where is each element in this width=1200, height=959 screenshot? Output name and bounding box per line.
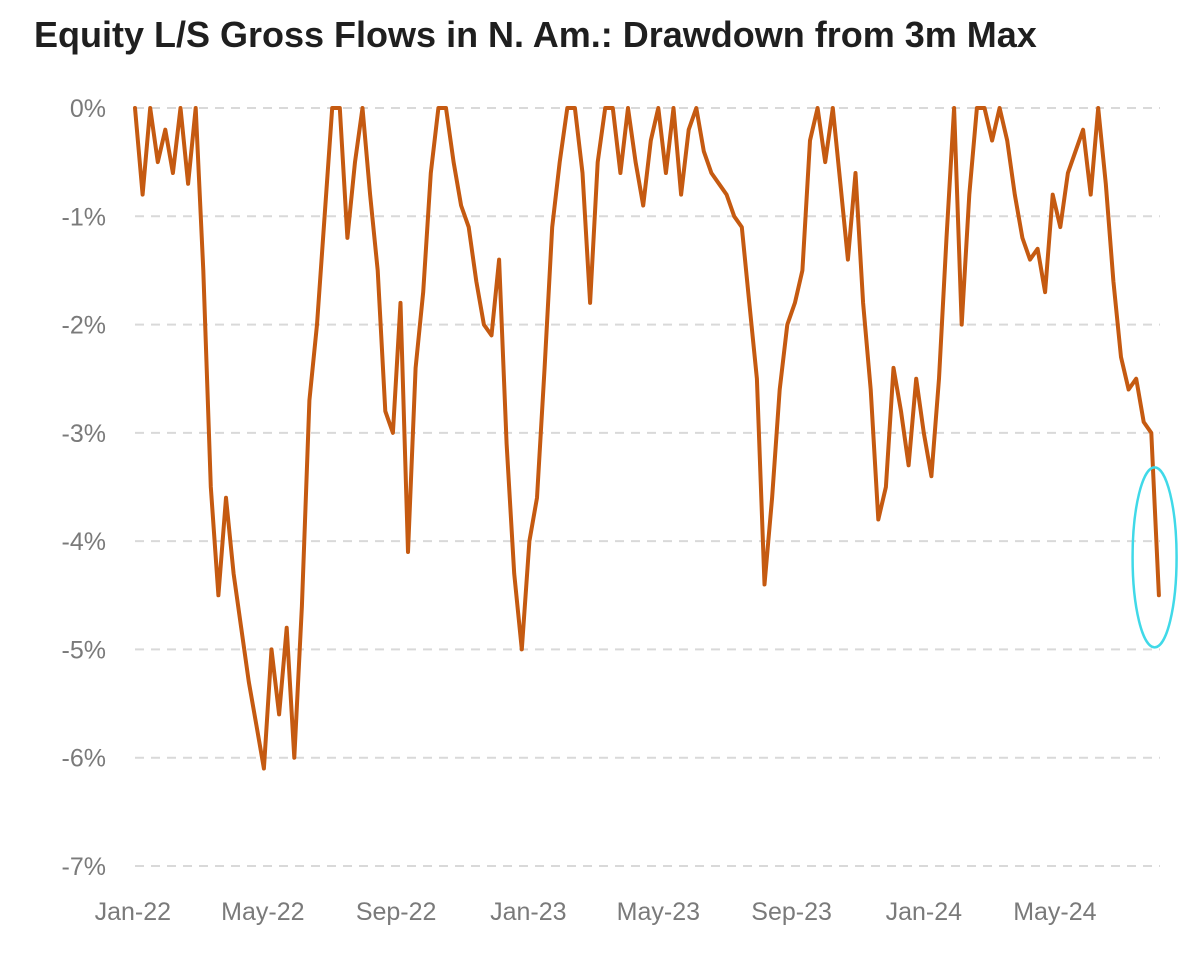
- series-layer: [133, 106, 1161, 771]
- x-tick-label: Sep-23: [751, 898, 832, 926]
- x-axis: Jan-22 May-22 Sep-22 Jan-23 May-23 Sep-23 Jan-…: [95, 898, 1097, 926]
- highlight-ellipse: [1131, 466, 1178, 649]
- y-tick-label: -2%: [62, 312, 106, 340]
- y-tick-label: -6%: [62, 745, 106, 773]
- chart-title: Equity L/S Gross Flows in N. Am.: Drawdo…: [34, 14, 1037, 55]
- x-tick-label: May-24: [1013, 898, 1096, 926]
- y-tick-label: -4%: [62, 528, 106, 556]
- series-line: [133, 106, 1161, 771]
- x-tick-label: Jan-23: [490, 898, 566, 926]
- annotation-layer: [1131, 466, 1178, 649]
- x-tick-label: Jan-24: [886, 898, 963, 926]
- y-tick-label: -7%: [62, 853, 106, 881]
- x-tick-label: May-23: [617, 898, 700, 926]
- y-axis: 0% -1% -2% -3% -4% -5% -6% -7%: [62, 95, 106, 881]
- y-tick-label: -3%: [62, 420, 106, 448]
- y-tick-label: -1%: [62, 203, 106, 231]
- gridlines: [135, 107, 1160, 867]
- x-tick-label: Sep-22: [356, 898, 437, 926]
- x-tick-label: May-22: [221, 898, 304, 926]
- y-tick-label: -5%: [62, 636, 106, 664]
- y-tick-label: 0%: [70, 95, 106, 123]
- x-tick-label: Jan-22: [95, 898, 171, 926]
